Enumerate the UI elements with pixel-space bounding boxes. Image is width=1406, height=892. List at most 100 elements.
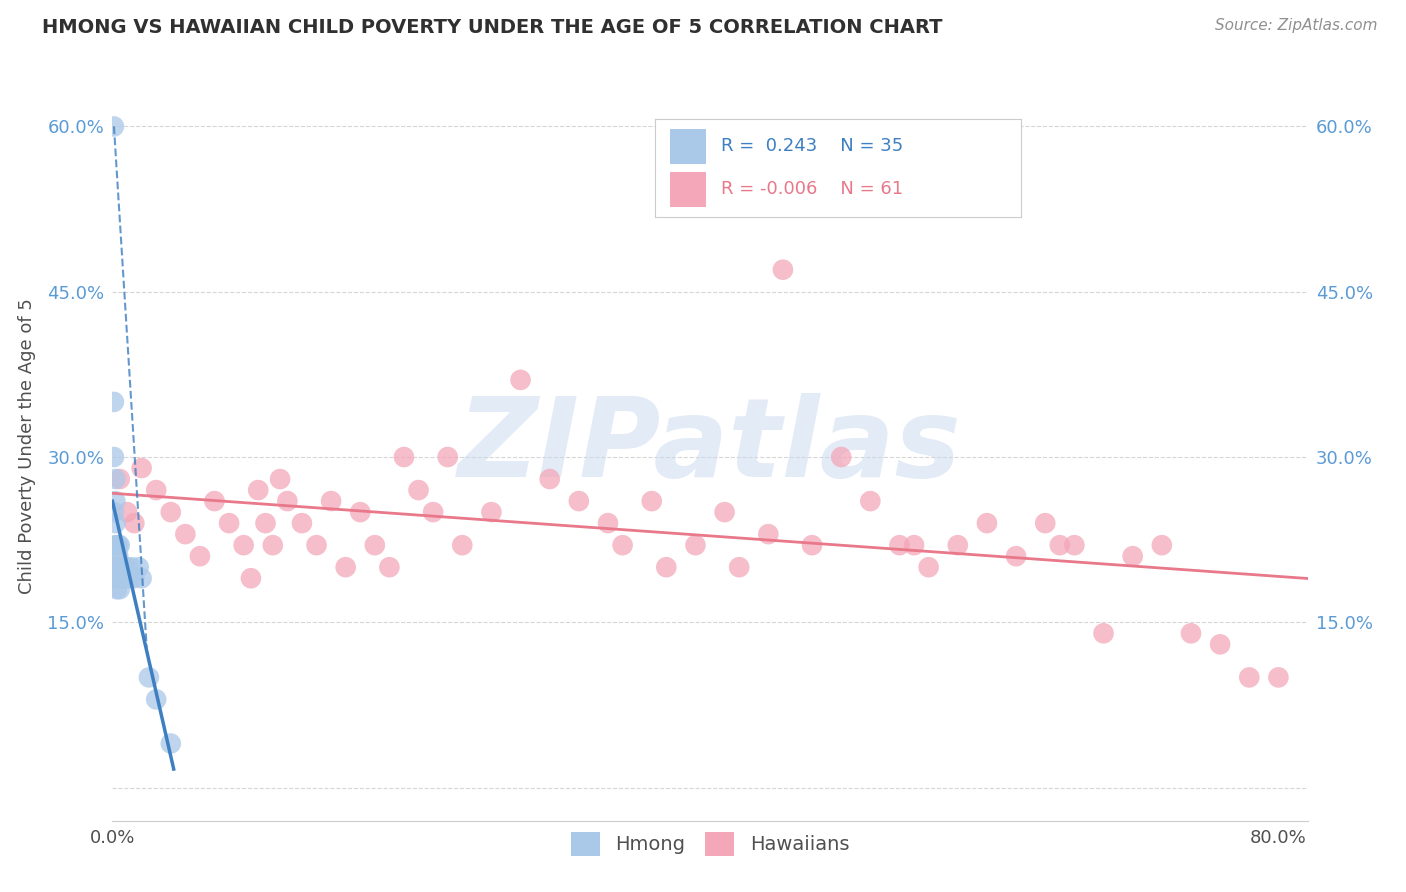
Point — [124, 571, 146, 585]
Point — [1150, 538, 1173, 552]
Point — [105, 582, 128, 597]
Point — [118, 571, 141, 585]
Point — [145, 483, 167, 497]
Bar — [669, 128, 706, 164]
Point — [422, 505, 444, 519]
Point — [188, 549, 211, 564]
Point — [903, 538, 925, 552]
Point — [859, 494, 882, 508]
Point — [104, 494, 127, 508]
Point — [772, 262, 794, 277]
Point — [131, 571, 153, 585]
Point — [124, 516, 146, 530]
Point — [364, 538, 387, 552]
Point — [291, 516, 314, 530]
Point — [159, 737, 181, 751]
Point — [104, 538, 127, 552]
Point — [103, 395, 125, 409]
Point — [239, 571, 262, 585]
Bar — [669, 172, 706, 207]
Point — [108, 582, 131, 597]
Point — [108, 560, 131, 574]
Point — [335, 560, 357, 574]
Y-axis label: Child Poverty Under the Age of 5: Child Poverty Under the Age of 5 — [18, 298, 37, 594]
Point — [159, 505, 181, 519]
Point — [1049, 538, 1071, 552]
Point — [538, 472, 561, 486]
Point — [145, 692, 167, 706]
Point — [103, 505, 125, 519]
Point — [1005, 549, 1028, 564]
Point — [655, 560, 678, 574]
Text: R = -0.006    N = 61: R = -0.006 N = 61 — [721, 180, 903, 198]
Point — [108, 538, 131, 552]
Point — [107, 571, 129, 585]
Point — [108, 472, 131, 486]
Legend: Hmong, Hawaiians: Hmong, Hawaiians — [562, 824, 858, 863]
Point — [110, 560, 132, 574]
Point — [392, 450, 415, 464]
Point — [568, 494, 591, 508]
Point — [112, 560, 135, 574]
Point — [641, 494, 664, 508]
Point — [115, 505, 138, 519]
Point — [262, 538, 284, 552]
Point — [728, 560, 751, 574]
Point — [104, 516, 127, 530]
Point — [111, 571, 134, 585]
Point — [713, 505, 735, 519]
Point — [451, 538, 474, 552]
Point — [319, 494, 342, 508]
Point — [247, 483, 270, 497]
Point — [105, 538, 128, 552]
Point — [218, 516, 240, 530]
Point — [103, 450, 125, 464]
Text: ZIPatlas: ZIPatlas — [458, 392, 962, 500]
Point — [481, 505, 503, 519]
Point — [305, 538, 328, 552]
Text: Source: ZipAtlas.com: Source: ZipAtlas.com — [1215, 18, 1378, 33]
Point — [107, 549, 129, 564]
Point — [104, 560, 127, 574]
Point — [612, 538, 634, 552]
Point — [801, 538, 824, 552]
Point — [204, 494, 226, 508]
Text: HMONG VS HAWAIIAN CHILD POVERTY UNDER THE AGE OF 5 CORRELATION CHART: HMONG VS HAWAIIAN CHILD POVERTY UNDER TH… — [42, 18, 942, 37]
Point — [917, 560, 939, 574]
Point — [138, 670, 160, 684]
Point — [1180, 626, 1202, 640]
Point — [103, 120, 125, 134]
Point — [889, 538, 911, 552]
Point — [1122, 549, 1144, 564]
Point — [254, 516, 277, 530]
Point — [104, 472, 127, 486]
Point — [378, 560, 401, 574]
Point — [1239, 670, 1261, 684]
Point — [1209, 637, 1232, 651]
Point — [269, 472, 291, 486]
Point — [114, 571, 136, 585]
Point — [1063, 538, 1085, 552]
Point — [756, 527, 779, 541]
Point — [115, 560, 138, 574]
Point — [107, 538, 129, 552]
Point — [131, 461, 153, 475]
Text: R =  0.243    N = 35: R = 0.243 N = 35 — [721, 137, 903, 155]
Point — [976, 516, 998, 530]
Point — [1033, 516, 1056, 530]
Point — [105, 571, 128, 585]
Point — [408, 483, 430, 497]
Point — [349, 505, 371, 519]
Point — [830, 450, 852, 464]
Point — [685, 538, 707, 552]
Point — [596, 516, 619, 530]
Point — [946, 538, 969, 552]
Point — [120, 560, 142, 574]
Point — [509, 373, 531, 387]
Point — [1267, 670, 1289, 684]
Point — [128, 560, 150, 574]
Point — [276, 494, 298, 508]
Point — [436, 450, 458, 464]
Point — [110, 571, 132, 585]
Point — [107, 560, 129, 574]
